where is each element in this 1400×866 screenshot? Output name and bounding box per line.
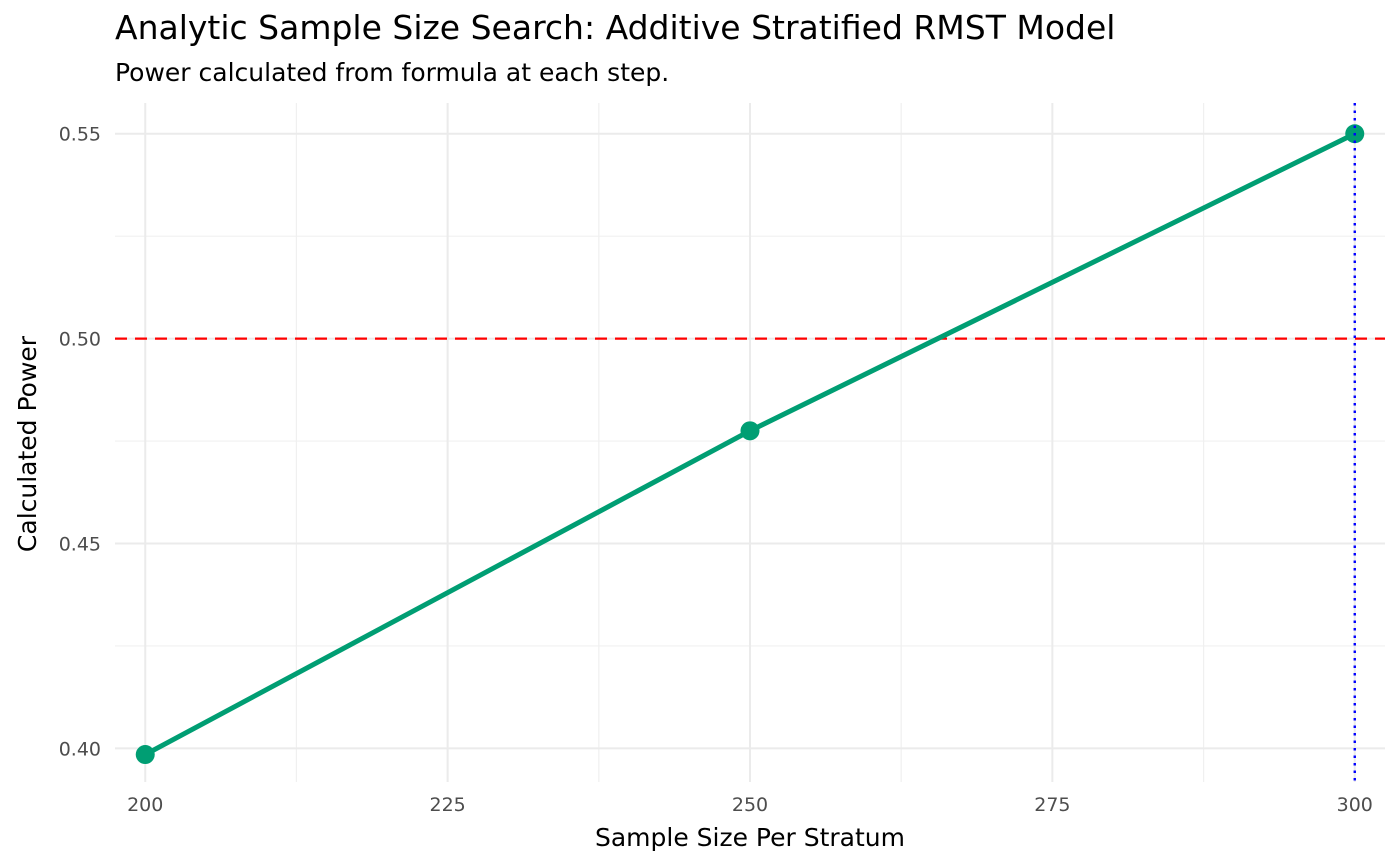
x-tick-label: 200	[127, 794, 163, 816]
x-tick-label: 250	[732, 794, 768, 816]
x-tick-label: 300	[1337, 794, 1373, 816]
chart-title: Analytic Sample Size Search: Additive St…	[115, 8, 1116, 47]
series-layer	[135, 103, 1365, 782]
y-tick-label: 0.50	[59, 329, 101, 351]
x-axis-title: Sample Size Per Stratum	[595, 823, 905, 852]
y-tick-label: 0.40	[59, 738, 101, 760]
y-tick-label: 0.45	[59, 534, 101, 556]
x-tick-label: 225	[429, 794, 465, 816]
grid-lines	[115, 103, 1385, 782]
y-tick-label: 0.55	[59, 124, 101, 146]
x-tick-label: 275	[1034, 794, 1070, 816]
y-axis-title: Calculated Power	[13, 335, 42, 552]
data-point	[135, 745, 155, 765]
tick-labels: 200 225 250 275 300 0.40 0.45 0.50 0.55	[59, 124, 1373, 816]
chart-subtitle: Power calculated from formula at each st…	[115, 58, 670, 87]
data-point	[740, 421, 760, 441]
